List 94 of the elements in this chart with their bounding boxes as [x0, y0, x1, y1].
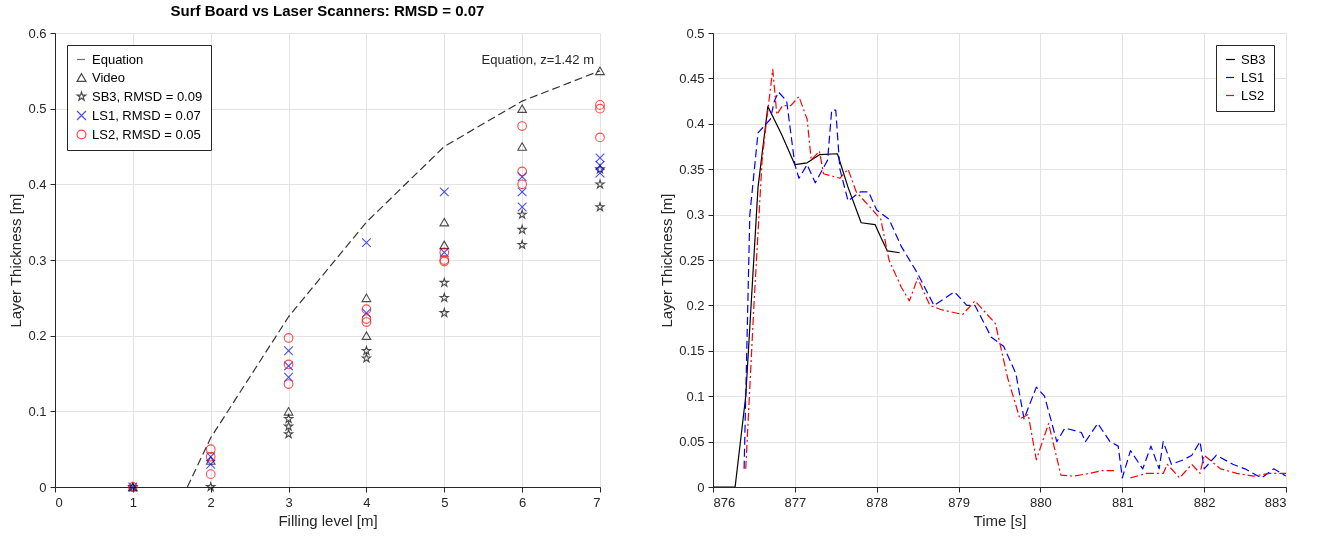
point	[595, 202, 605, 212]
point	[206, 482, 216, 492]
y-tick-label: 0.15	[679, 343, 705, 359]
point	[595, 132, 605, 143]
y-tick-label: 0.3	[686, 207, 705, 223]
annotation: Equation, z=1.42 m	[481, 51, 594, 67]
point	[361, 293, 372, 303]
point	[595, 103, 605, 114]
x-tick-label: 5	[441, 494, 449, 510]
x-tick-label: 878	[866, 494, 889, 510]
x-tick-label: 881	[1111, 494, 1134, 510]
point	[205, 469, 216, 480]
x-tick-label: 0	[55, 494, 63, 510]
x-tick-label: 4	[363, 494, 371, 510]
point	[283, 421, 294, 431]
point	[283, 414, 294, 423]
y-tick-label: 0.4	[28, 176, 47, 192]
y-axis-title: Layer Thickness [m]	[7, 193, 25, 328]
point	[517, 142, 528, 151]
point	[595, 160, 605, 171]
point	[595, 152, 605, 163]
point	[205, 444, 216, 455]
point	[439, 292, 449, 302]
y-tick-label: 0.35	[679, 161, 705, 177]
point	[361, 353, 372, 363]
x-tick-label: 6	[519, 494, 527, 510]
point	[439, 277, 449, 287]
point	[283, 407, 294, 416]
legend-label: LS2, RMSD = 0.05	[92, 126, 201, 142]
chart-title: Surf Board vs Laser Scanners: RMSD = 0.07	[170, 2, 485, 19]
legend-label: SB3, RMSD = 0.09	[92, 88, 203, 104]
y-axis-title: Layer Thickness [m]	[658, 193, 676, 328]
point	[283, 333, 294, 343]
x-tick-label: 883	[1264, 494, 1287, 510]
y-tick-label: 0.45	[679, 70, 705, 86]
line-series	[713, 105, 901, 487]
y-tick-label: 0.2	[28, 328, 47, 344]
point	[517, 121, 528, 131]
y-tick-label: 0.5	[686, 25, 705, 41]
point	[517, 171, 528, 182]
point	[517, 166, 528, 177]
x-tick-label: 1	[129, 494, 137, 510]
point	[595, 168, 605, 178]
point	[361, 304, 372, 315]
point	[595, 66, 605, 76]
point	[517, 202, 528, 212]
x-tick-label: 876	[713, 494, 736, 510]
legend-label: SB3	[1241, 51, 1266, 67]
point	[439, 308, 449, 318]
point	[439, 240, 450, 250]
y-tick-label: 0.3	[28, 252, 47, 268]
point	[517, 224, 527, 234]
legend-label: Video	[92, 69, 126, 85]
legend-label: LS2	[1241, 87, 1265, 103]
y-tick-label: 0.4	[686, 116, 705, 132]
x-tick-label: 3	[285, 494, 293, 510]
y-tick-label: 0.05	[679, 434, 705, 450]
y-tick-label: 0.5	[28, 101, 47, 117]
x-axis-title: Time [s]	[973, 511, 1027, 529]
point	[517, 179, 528, 190]
point	[517, 187, 528, 197]
point	[283, 429, 294, 439]
y-tick-label: 0.6	[28, 25, 47, 41]
y-tick-label: 0.2	[686, 297, 705, 313]
point	[439, 217, 450, 227]
x-tick-label: 882	[1193, 494, 1216, 510]
y-tick-label: 0	[697, 479, 705, 495]
point	[283, 379, 294, 389]
point	[439, 187, 450, 197]
point	[205, 459, 216, 470]
x-tick-label: 2	[207, 494, 215, 510]
point	[517, 239, 527, 249]
y-tick-label: 0.1	[28, 403, 47, 419]
x-tick-label: 877	[784, 494, 807, 510]
x-tick-label: 879	[948, 494, 970, 510]
point	[283, 345, 294, 356]
point	[595, 100, 605, 110]
y-tick-label: 0.25	[679, 252, 705, 268]
legend-label: LS1, RMSD = 0.07	[92, 107, 201, 123]
point	[517, 104, 528, 113]
x-axis-title: Filling level [m]	[278, 511, 378, 529]
point	[361, 345, 372, 355]
legend-label: Equation	[92, 51, 144, 67]
legend-label: LS1	[1241, 69, 1265, 85]
point	[361, 237, 372, 248]
y-tick-label: 0.1	[686, 388, 705, 404]
x-tick-label: 880	[1030, 494, 1052, 510]
point	[361, 331, 372, 340]
point	[283, 372, 294, 383]
y-tick-label: 0	[39, 479, 47, 495]
point	[205, 456, 216, 465]
x-tick-label: 7	[593, 494, 601, 510]
point	[595, 179, 605, 189]
point	[517, 209, 527, 219]
